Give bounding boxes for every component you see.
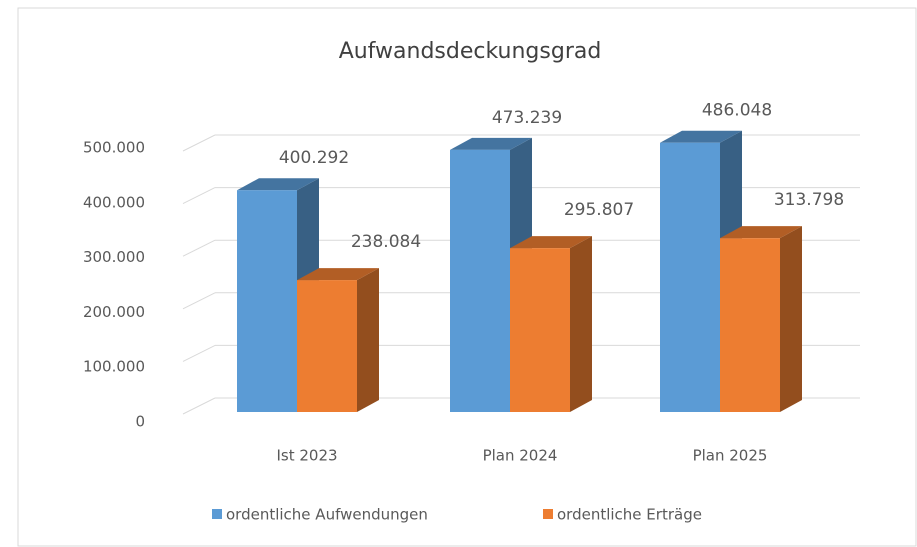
bar [660, 142, 720, 412]
bar-top [660, 130, 742, 143]
data-label: 295.807 [564, 200, 634, 220]
bar-side [780, 226, 802, 412]
y-tick-label: 300.000 [83, 248, 145, 266]
y-tick-label: 200.000 [83, 303, 145, 321]
data-label: 400.292 [279, 148, 349, 168]
grid-line [182, 239, 216, 257]
bar [450, 149, 510, 412]
bar-top [297, 268, 379, 281]
legend-swatch [543, 509, 553, 519]
grid-line [182, 292, 216, 310]
legend-label: ordentliche Erträge [557, 506, 702, 524]
bar [510, 248, 570, 412]
bar-top [720, 226, 802, 239]
bar-top [237, 178, 319, 191]
chart-title: Aufwandsdeckungsgrad [339, 39, 602, 64]
data-label: 473.239 [492, 108, 562, 128]
grid-line [182, 344, 216, 362]
grid-line [182, 187, 216, 205]
grid-line [182, 134, 216, 152]
data-label: 486.048 [702, 101, 772, 121]
y-tick-label: 500.000 [83, 139, 145, 157]
legend-swatch [212, 509, 222, 519]
y-tick-label: 0 [135, 413, 145, 431]
legend-label: ordentliche Aufwendungen [226, 506, 428, 524]
x-tick-label: Plan 2025 [693, 447, 768, 465]
x-tick-label: Plan 2024 [483, 447, 558, 465]
bar [297, 280, 357, 412]
grid-line [182, 397, 216, 415]
bar-top [510, 236, 592, 249]
bar [237, 190, 297, 412]
y-tick-label: 400.000 [83, 193, 145, 211]
y-tick-label: 100.000 [83, 358, 145, 376]
data-label: 313.798 [774, 190, 844, 210]
x-tick-label: Ist 2023 [276, 447, 337, 465]
bar-top [450, 137, 532, 150]
bar [720, 238, 780, 412]
bar-side [357, 268, 379, 412]
bar-side [570, 236, 592, 412]
data-label: 238.084 [351, 232, 421, 252]
